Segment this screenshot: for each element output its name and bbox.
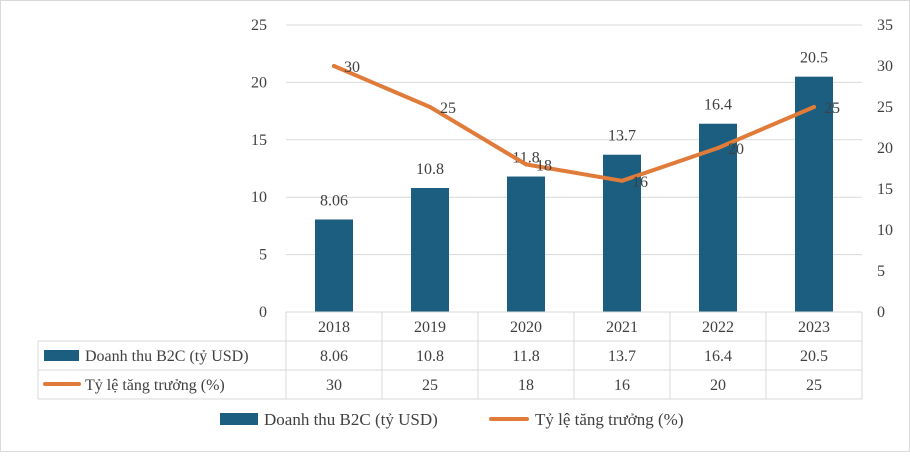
bar-data-label: 13.7: [608, 128, 636, 145]
table-cell: 13.7: [608, 348, 636, 365]
table-cell: 11.8: [512, 348, 539, 365]
category-label: 2019: [414, 319, 446, 336]
legend-label: Tỷ lệ tăng trưởng (%): [535, 410, 684, 429]
category-label: 2021: [606, 319, 638, 336]
category-label: 2020: [510, 319, 542, 336]
growth-line: [332, 64, 816, 183]
legend-swatch-bar: [220, 413, 258, 425]
y-right-tick-label: 5: [877, 263, 885, 280]
category-label: 2022: [702, 319, 734, 336]
bar: [411, 188, 449, 312]
table-series-name: Tỷ lệ tăng trưởng (%): [85, 377, 225, 394]
y-right-tick-label: 30: [877, 58, 893, 75]
line-point: [524, 162, 528, 167]
y-right-tick-label: 20: [877, 140, 893, 157]
table-cell: 25: [422, 377, 438, 394]
table-cell: 18: [518, 377, 534, 394]
bar: [795, 76, 833, 312]
table-cell: 20: [710, 377, 726, 394]
line-point: [620, 178, 624, 183]
bar: [699, 123, 737, 312]
y-right-tick-label: 25: [877, 99, 893, 116]
bar: [507, 176, 545, 312]
line-point: [332, 64, 336, 68]
table-series-name: Doanh thu B2C (tỷ USD): [85, 348, 249, 365]
line-data-label: 20: [728, 141, 744, 158]
bar-data-label: 8.06: [320, 192, 348, 209]
bar: [315, 219, 353, 312]
y-left-tick-label: 10: [251, 189, 267, 206]
table-swatch-bar: [44, 350, 79, 361]
table-cell: 8.06: [320, 348, 348, 365]
table-cell: 16: [614, 377, 630, 394]
table-cell: 20.5: [800, 348, 828, 365]
category-label: 2018: [318, 319, 350, 336]
line-point: [812, 105, 816, 109]
y-right-tick-label: 10: [877, 222, 893, 239]
line-data-label: 16: [632, 174, 648, 191]
line-point: [716, 146, 720, 150]
line-data-label: 25: [440, 100, 456, 117]
category-label: 2023: [798, 319, 830, 336]
y-right-tick-label: 35: [877, 17, 893, 34]
bar-data-label: 20.5: [800, 50, 828, 67]
y-left-tick-label: 25: [251, 17, 267, 34]
table-cell: 30: [326, 377, 342, 394]
y-left-tick-label: 15: [251, 132, 267, 149]
y-left-tick-label: 0: [259, 304, 267, 321]
bar-data-label: 16.4: [704, 97, 732, 114]
table-cell: 25: [806, 377, 822, 394]
line-data-label: 30: [344, 59, 360, 76]
y-right-tick-label: 15: [877, 181, 893, 198]
y-left-tick-label: 20: [251, 74, 267, 91]
line-data-label: 25: [824, 100, 840, 117]
line-data-label: 18: [536, 157, 552, 174]
y-right-tick-label: 0: [877, 304, 885, 321]
line-point: [428, 105, 432, 109]
y-left-tick-label: 5: [259, 247, 267, 264]
legend-label: Doanh thu B2C (tỷ USD): [264, 410, 438, 429]
bar-data-label: 10.8: [416, 161, 444, 178]
table-cell: 10.8: [416, 348, 444, 365]
table-cell: 16.4: [704, 348, 732, 365]
